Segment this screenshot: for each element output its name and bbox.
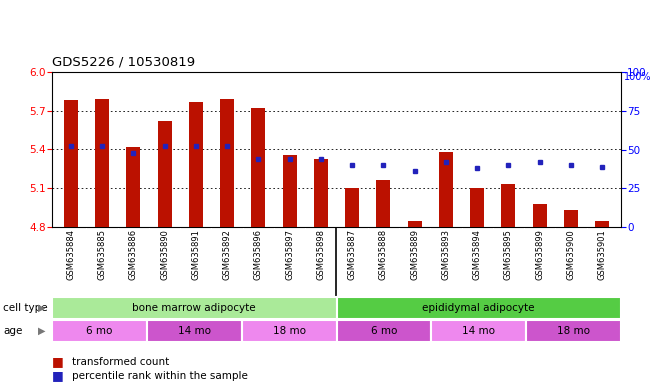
Text: 6 mo: 6 mo [86, 326, 113, 336]
Text: GSM635897: GSM635897 [285, 229, 294, 280]
Text: percentile rank within the sample: percentile rank within the sample [72, 371, 247, 381]
Text: transformed count: transformed count [72, 357, 169, 367]
Text: GSM635886: GSM635886 [129, 229, 138, 280]
Text: GSM635885: GSM635885 [98, 229, 107, 280]
Text: GSM635890: GSM635890 [160, 229, 169, 280]
Bar [501, 184, 516, 227]
Bar [251, 108, 266, 227]
Text: GSM635901: GSM635901 [598, 229, 607, 280]
Text: GSM635900: GSM635900 [566, 229, 575, 280]
Bar [564, 210, 578, 227]
Bar [189, 102, 203, 227]
Text: GSM635893: GSM635893 [441, 229, 450, 280]
Text: GSM635887: GSM635887 [348, 229, 357, 280]
Text: GSM635899: GSM635899 [535, 229, 544, 280]
Text: ▶: ▶ [38, 303, 46, 313]
Bar [376, 180, 391, 227]
Bar [147, 320, 242, 342]
Bar [52, 297, 337, 319]
Bar [439, 152, 453, 227]
Text: age: age [3, 326, 23, 336]
Bar [64, 101, 77, 227]
Text: GSM635896: GSM635896 [254, 229, 263, 280]
Text: GSM635892: GSM635892 [223, 229, 232, 280]
Text: GSM635895: GSM635895 [504, 229, 513, 280]
Bar [158, 121, 172, 227]
Text: GSM635891: GSM635891 [191, 229, 201, 280]
Text: ■: ■ [52, 356, 64, 369]
Text: ▶: ▶ [38, 326, 46, 336]
Bar [432, 320, 526, 342]
Text: 14 mo: 14 mo [462, 326, 495, 336]
Text: 14 mo: 14 mo [178, 326, 211, 336]
Bar [283, 155, 297, 227]
Bar [314, 159, 328, 227]
Bar [95, 99, 109, 227]
Text: 18 mo: 18 mo [557, 326, 590, 336]
Text: GDS5226 / 10530819: GDS5226 / 10530819 [52, 55, 195, 68]
Bar [595, 220, 609, 227]
Bar [470, 188, 484, 227]
Bar [220, 99, 234, 227]
Text: cell type: cell type [3, 303, 48, 313]
Bar [408, 220, 422, 227]
Bar [126, 147, 141, 227]
Bar [337, 297, 621, 319]
Text: GSM635894: GSM635894 [473, 229, 482, 280]
Bar [337, 320, 432, 342]
Text: ■: ■ [52, 369, 64, 382]
Text: bone marrow adipocyte: bone marrow adipocyte [132, 303, 256, 313]
Bar [242, 320, 337, 342]
Text: GSM635889: GSM635889 [410, 229, 419, 280]
Bar [533, 204, 547, 227]
Text: GSM635898: GSM635898 [316, 229, 326, 280]
Text: epididymal adipocyte: epididymal adipocyte [422, 303, 535, 313]
Text: GSM635884: GSM635884 [66, 229, 76, 280]
Text: GSM635888: GSM635888 [379, 229, 388, 280]
Text: 100%: 100% [624, 72, 651, 82]
Bar [52, 320, 147, 342]
Bar [526, 320, 621, 342]
Text: 18 mo: 18 mo [273, 326, 305, 336]
Text: 6 mo: 6 mo [370, 326, 397, 336]
Bar [345, 188, 359, 227]
